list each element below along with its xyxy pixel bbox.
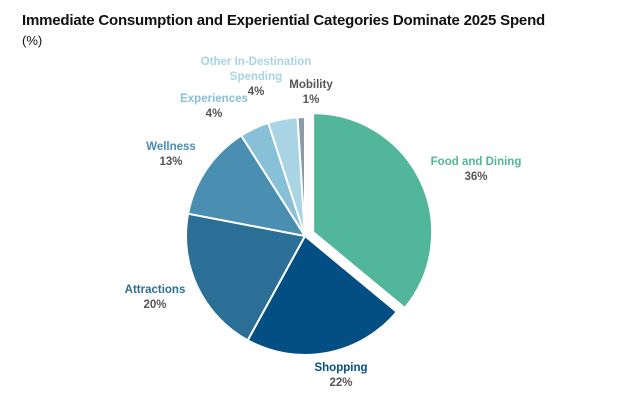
pie-slice-shopping [246,234,399,356]
slice-value: 36% [464,171,488,183]
slice-value: 1% [302,94,320,106]
chart-subtitle: (%) [22,33,43,48]
label-attractions: Attractions 20% [125,283,186,313]
pie-slice-wellness [186,134,308,238]
slice-value: 13% [159,156,183,168]
slice-value: 4% [205,108,223,120]
slice-value: 4% [247,86,265,98]
chart-title: Immediate Consumption and Experiential C… [22,12,545,29]
label-wellness: Wellness 13% [146,140,196,170]
slice-label: Food and Dining [430,156,522,168]
label-other-in-destination-spending: Other In-Destination Spending 4% [194,55,319,100]
slice-label: Experiences [180,93,248,105]
pie-slice-food-and-dining [312,112,434,310]
pie-slice-attractions [185,212,307,342]
slice-value: 20% [143,299,167,311]
pie-slice-mobility [296,115,306,237]
label-mobility: Mobility 1% [289,78,332,108]
slice-label: Other In-Destination Spending [200,56,312,83]
label-food-and-dining: Food and Dining 36% [431,155,522,185]
label-experiences: Experiences 4% [180,92,248,122]
slice-value: 22% [329,377,353,389]
slice-label: Mobility [289,79,333,91]
slice-label: Wellness [146,141,196,153]
slice-label: Attractions [124,284,186,296]
slice-label: Shopping [314,362,368,374]
label-shopping: Shopping 22% [314,361,367,391]
